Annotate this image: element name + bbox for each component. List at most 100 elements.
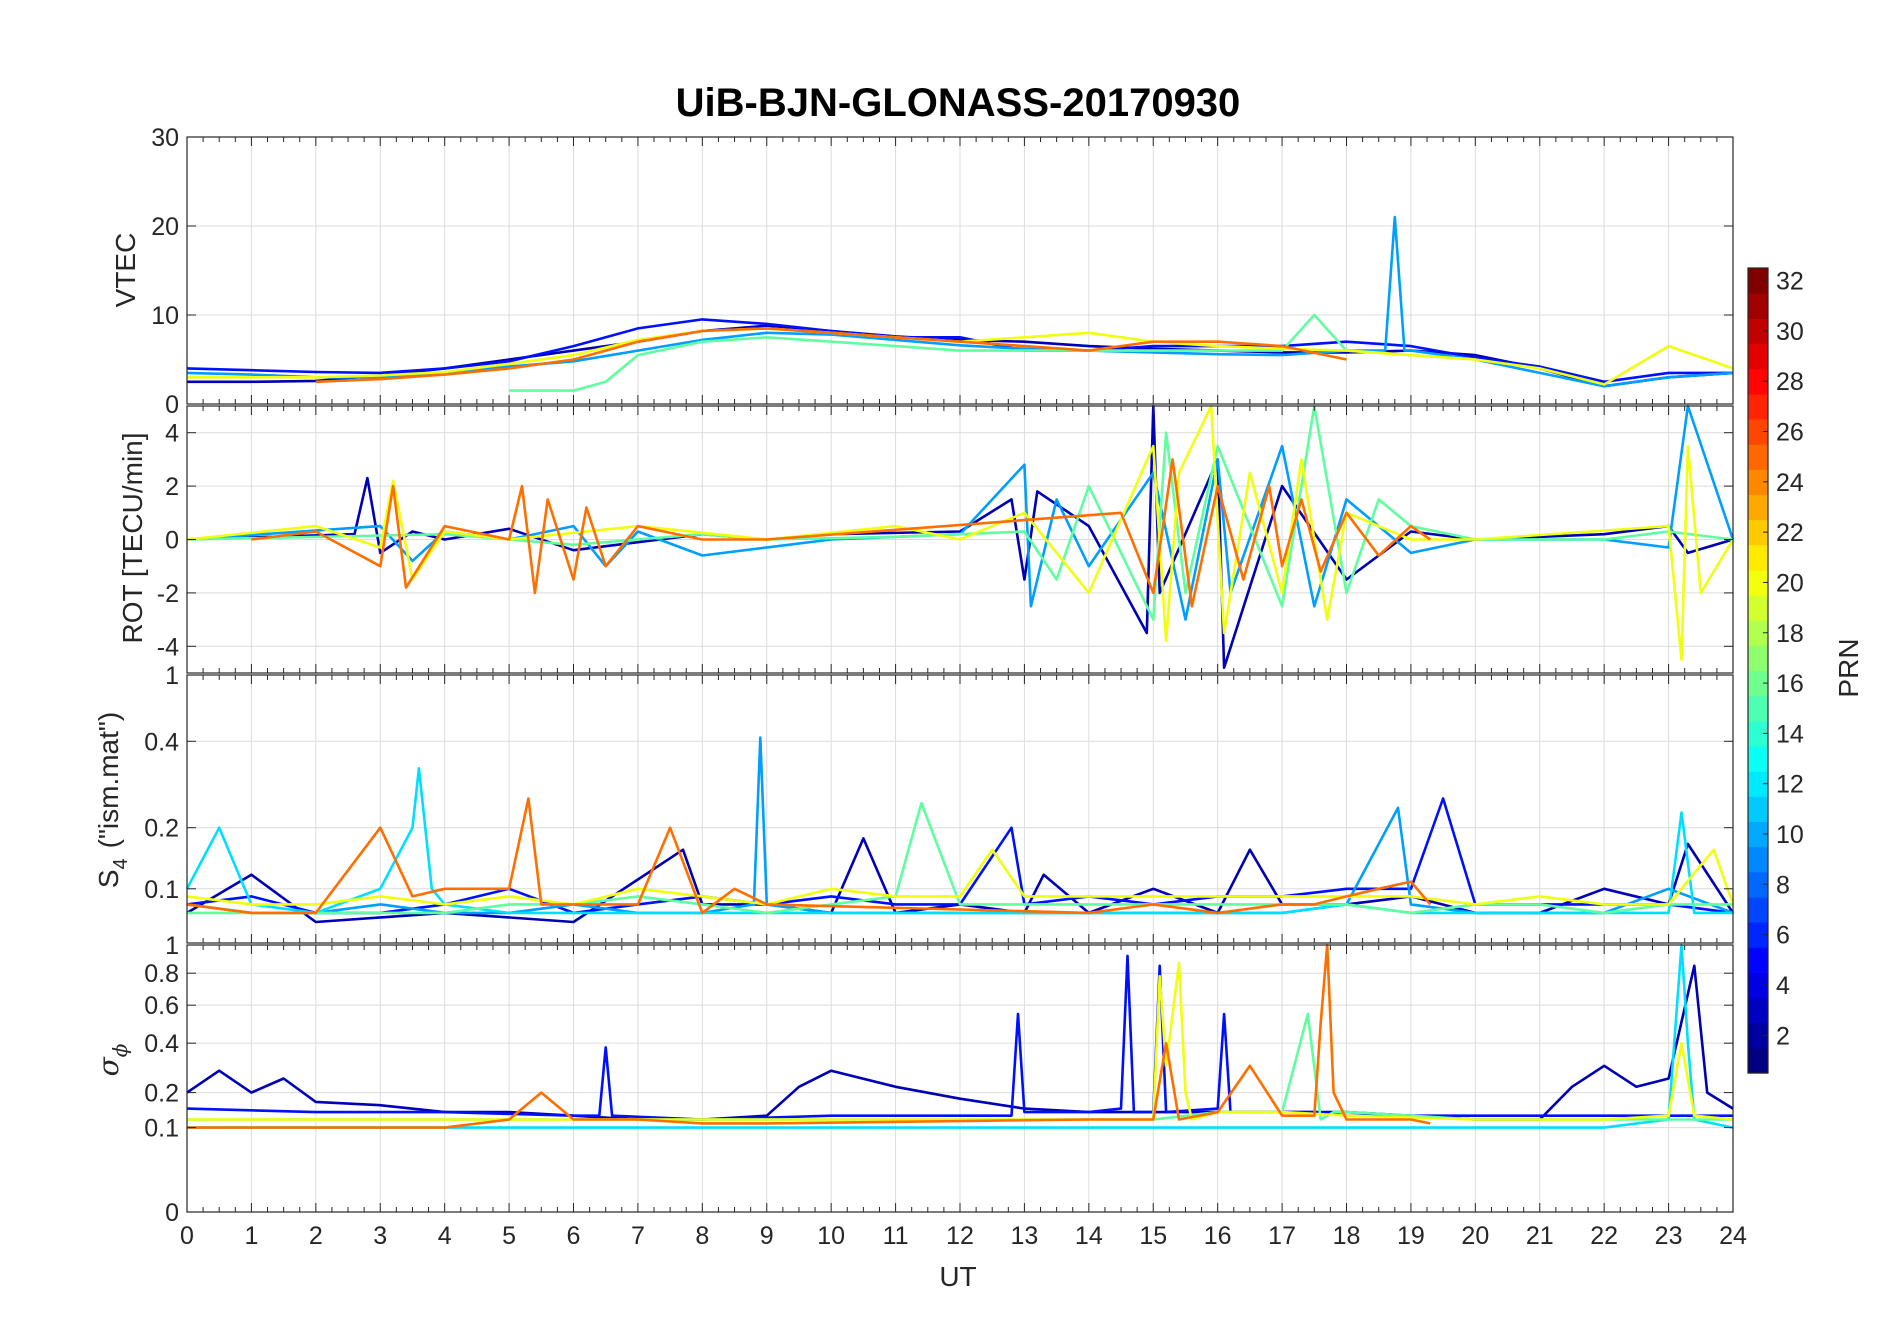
- x-tick-label: 13: [1011, 1222, 1039, 1250]
- x-tick-label: 17: [1268, 1222, 1296, 1250]
- colorbar-segment: [1748, 720, 1768, 747]
- y-tick-label: -4: [157, 633, 179, 661]
- y-tick-label: 0.2: [144, 1080, 179, 1108]
- series-line-prn-2: [186, 964, 1734, 1121]
- colorbar-tick-label: 6: [1776, 922, 1790, 950]
- colorbar-label: PRN: [1833, 638, 1864, 697]
- x-tick-label: 14: [1075, 1222, 1103, 1250]
- y-tick-label: 0.6: [144, 992, 179, 1020]
- series-line-prn-5: [186, 318, 1733, 384]
- series-line-prn-15: [187, 801, 1733, 915]
- colorbar-tick-label: 18: [1776, 620, 1804, 648]
- y-tick-label: 1: [165, 932, 179, 960]
- colorbar-segment: [1748, 343, 1768, 370]
- colorbar-segment: [1748, 544, 1768, 571]
- series-line-prn-24: [315, 327, 1347, 384]
- colorbar-segment: [1748, 670, 1768, 697]
- series-line-prn-12: [187, 943, 1734, 1129]
- x-tick-label: 8: [695, 1222, 709, 1250]
- x-tick-label: 7: [631, 1222, 645, 1250]
- s4-ylabel-main: S: [93, 869, 124, 888]
- colorbar-tick-label: 32: [1776, 268, 1804, 296]
- colorbar-segment: [1748, 393, 1768, 420]
- x-tick-label: 5: [502, 1222, 516, 1250]
- sigma-phi-ylabel-main: σ: [92, 1056, 125, 1076]
- colorbar-segment: [1748, 695, 1768, 722]
- x-tick-label: 9: [760, 1222, 774, 1250]
- y-tick-label: 0: [165, 391, 179, 419]
- y-tick-label: 20: [151, 213, 179, 241]
- colorbar-tick-label: 2: [1776, 1022, 1790, 1050]
- x-tick-label: 18: [1333, 1222, 1361, 1250]
- y-tick-label: 0: [165, 527, 179, 555]
- colorbar-segment: [1748, 595, 1768, 621]
- x-axis: 0 1 2 3 4 5 6 7 8 9 10 11 12 13 14 15 16 17 18 19 20 21 22 23 24: [180, 1222, 1747, 1250]
- s4-ylabel-suffix: ("ism.mat"): [93, 712, 124, 849]
- panel-sigma-phi: 0 0.1 0.2 0.4 0.6 0.81 σϕ: [92, 932, 1734, 1227]
- x-tick-label: 2: [309, 1222, 323, 1250]
- colorbar-segment: [1748, 469, 1768, 496]
- x-tick-label: 22: [1590, 1222, 1618, 1250]
- colorbar-tick-label: 26: [1776, 419, 1804, 447]
- y-tick-label: 0.1: [144, 876, 179, 904]
- colorbar-frame: [1747, 267, 1769, 1074]
- x-tick-label: 21: [1526, 1222, 1554, 1250]
- series-line-prn-24: [251, 458, 1431, 608]
- series-line-prn-24: [186, 797, 1432, 915]
- colorbar-tick-label: 30: [1776, 318, 1804, 346]
- colorbar-segment: [1748, 494, 1768, 521]
- colorbar-tick-label: 14: [1776, 720, 1804, 748]
- x-tick-label: 11: [883, 1222, 909, 1250]
- series-line-prn-5: [186, 797, 1734, 915]
- y-tick-label: 4: [165, 420, 179, 448]
- colorbar-segment: [1748, 771, 1768, 797]
- y-tick-label: -2: [157, 580, 179, 608]
- s4-ylabel: S4 ("ism.mat"): [93, 712, 132, 888]
- colorbar-segment: [1748, 796, 1768, 823]
- y-tick-label: 0.2: [144, 815, 179, 843]
- x-tick-label: 19: [1397, 1222, 1425, 1250]
- colorbar-segment: [1748, 318, 1768, 345]
- rot-ylabel: ROT [TECU/min]: [117, 432, 148, 643]
- x-tick-label: 12: [946, 1222, 974, 1250]
- y-tick-label: 0.8: [144, 960, 179, 988]
- colorbar-segment: [1748, 922, 1768, 948]
- y-tick-label: 30: [151, 124, 179, 152]
- colorbar-tick-label: 12: [1776, 771, 1804, 799]
- y-tick-label: 0.1: [144, 1115, 179, 1143]
- series-line-prn-12: [185, 767, 1733, 915]
- colorbar-segment: [1748, 268, 1768, 294]
- x-tick-label: 3: [373, 1222, 387, 1250]
- x-tick-label: 15: [1139, 1222, 1167, 1250]
- x-tick-label: 10: [817, 1222, 845, 1250]
- panel-vtec: 0 10 20 30 VTEC: [110, 124, 1734, 419]
- y-tick-label: 0: [165, 1199, 179, 1227]
- colorbar-segment: [1748, 997, 1768, 1024]
- colorbar-tick-label: 8: [1776, 871, 1790, 899]
- x-tick-label: 23: [1655, 1222, 1683, 1250]
- colorbar-segment: [1748, 418, 1768, 445]
- x-tick-label: 1: [244, 1222, 258, 1250]
- colorbar-segment: [1748, 620, 1768, 646]
- vtec-ylabel: VTEC: [110, 233, 141, 308]
- colorbar-tick-label: 10: [1776, 821, 1804, 849]
- colorbar-segment: [1748, 947, 1768, 973]
- y-tick-label: 10: [151, 302, 179, 330]
- colorbar-tick-label: 24: [1776, 469, 1804, 497]
- colorbar-segment: [1748, 368, 1768, 395]
- panel-rot: -4 -2 0 2 4 ROT [TECU/min]: [117, 404, 1735, 674]
- colorbar-segment: [1748, 293, 1768, 319]
- sigma-phi-ylabel-sub: ϕ: [108, 1043, 132, 1057]
- colorbar-segment: [1748, 1022, 1768, 1049]
- colorbar-segment: [1748, 444, 1768, 470]
- panel-s4: 0.1 0.2 0.4 1 S4 ("ism.mat"): [93, 662, 1735, 944]
- y-tick-label: 0.4: [144, 1030, 179, 1058]
- x-tick-label: 0: [180, 1222, 194, 1250]
- y-tick-label: 1: [165, 662, 179, 690]
- colorbar-tick-label: 20: [1776, 569, 1804, 597]
- colorbar-segment: [1748, 972, 1768, 999]
- colorbar-segment: [1748, 519, 1768, 546]
- chart-title: UiB-BJN-GLONASS-20170930: [676, 81, 1241, 125]
